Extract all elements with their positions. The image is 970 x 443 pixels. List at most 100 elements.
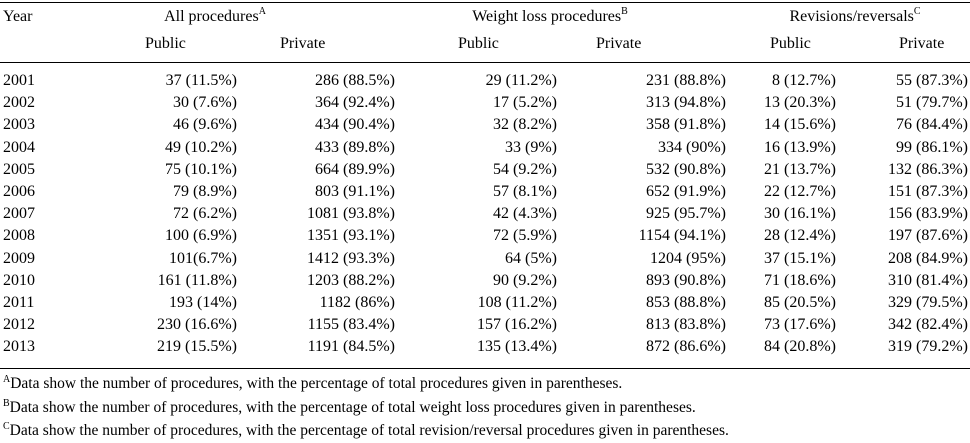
row-year: 2013 xyxy=(3,338,35,356)
table-cell: 1351 (93.1%) xyxy=(307,227,395,245)
table-row: 2003 46 (9.6%) 434 (90.4%) 32 (8.2%) 358 (91… xyxy=(0,114,970,136)
group-note-mark: A xyxy=(258,5,266,17)
table-cell: 72 (5.9%) xyxy=(493,227,557,245)
table-cell: 1155 (83.4%) xyxy=(307,316,395,334)
table-cell: 193 (14%) xyxy=(169,294,237,311)
table-cell: 14 (15.6%) xyxy=(764,116,836,134)
table-cell: 79 (8.9%) xyxy=(173,183,237,200)
header-rule xyxy=(0,62,970,63)
table-cell: 64 (5%) xyxy=(505,249,557,267)
table-cell: 872 (86.6%) xyxy=(646,338,726,356)
table-cell: 42 (4.3%) xyxy=(493,205,557,223)
footnote-text: Data show the number of procedures, with… xyxy=(10,375,623,392)
footnote-text: Data show the number of procedures, with… xyxy=(9,399,696,416)
table-cell: 358 (91.8%) xyxy=(646,116,726,134)
table-cell: 13 (20.3%) xyxy=(764,94,836,112)
table-cell: 22 (12.7%) xyxy=(764,183,836,200)
table-cell: 925 (95.7%) xyxy=(646,205,726,223)
subheader-public-all: Public xyxy=(145,35,186,52)
table-cell: 313 (94.8%) xyxy=(646,94,726,112)
footnote-mark: A xyxy=(3,373,11,385)
table-cell: 329 (79.5%) xyxy=(888,294,968,311)
table-cell: 319 (79.2%) xyxy=(888,338,968,356)
footnote-text: Data show the number of procedures, with… xyxy=(9,422,729,439)
footnote-b: BData show the number of procedures, wit… xyxy=(3,398,696,418)
group-label: All procedures xyxy=(164,8,259,25)
table-cell: 57 (8.1%) xyxy=(493,183,557,200)
row-year: 2012 xyxy=(3,316,35,334)
footnote-mark: C xyxy=(3,420,10,432)
table-cell: 37 (15.1%) xyxy=(764,249,836,267)
table-cell: 1204 (95%) xyxy=(650,249,726,267)
table-cell: 1182 (86%) xyxy=(319,294,395,311)
table-cell: 803 (91.1%) xyxy=(315,183,395,200)
table-cell: 16 (13.9%) xyxy=(764,138,836,156)
table-cell: 230 (16.6%) xyxy=(157,316,237,334)
group-note-mark: C xyxy=(913,5,921,17)
table-cell: 32 (8.2%) xyxy=(493,116,557,134)
table-cell: 54 (9.2%) xyxy=(493,160,557,178)
table-cell: 813 (83.8%) xyxy=(646,316,726,334)
table-cell: 71 (18.6%) xyxy=(764,271,836,289)
table-row: 2005 75 (10.1%) 664 (89.9%) 54 (9.2%) 532 (9… xyxy=(0,159,970,181)
table-cell: 30 (16.1%) xyxy=(764,205,836,223)
row-year: 2009 xyxy=(3,249,35,267)
table-cell: 72 (6.2%) xyxy=(173,205,237,223)
table-cell: 100 (6.9%) xyxy=(165,227,237,245)
table-cell: 893 (90.8%) xyxy=(646,271,726,289)
table-cell: 219 (15.5%) xyxy=(157,338,237,356)
row-year: 2008 xyxy=(3,227,35,245)
group-note-mark: B xyxy=(621,5,628,17)
table-cell: 1203 (88.2%) xyxy=(307,271,395,289)
table-cell: 51 (79.7%) xyxy=(896,94,968,112)
table-row: 2011 193 (14%) 1182 (86%) 108 (11.2%) 853 (8… xyxy=(0,292,970,314)
table-cell: 532 (90.8%) xyxy=(646,160,726,178)
subheader-public-revisions: Public xyxy=(770,35,811,52)
table-cell: 49 (10.2%) xyxy=(165,138,237,156)
group-header-weight-loss: Weight loss proceduresB xyxy=(420,5,680,26)
table-cell: 151 (87.3%) xyxy=(888,183,968,200)
table-cell: 132 (86.3%) xyxy=(888,160,968,178)
table-row: 2008 100 (6.9%) 1351 (93.1%) 72 (5.9%) 1154 … xyxy=(0,225,970,247)
table-cell: 21 (13.7%) xyxy=(764,160,836,178)
group-header-all-procedures: All proceduresA xyxy=(110,5,320,26)
year-header: Year xyxy=(3,8,33,25)
table-top-rule xyxy=(0,2,970,3)
table-cell: 342 (82.4%) xyxy=(888,316,968,334)
table-cell: 157 (16.2%) xyxy=(477,316,557,334)
group-label: Revisions/reversals xyxy=(789,8,914,25)
table-cell: 108 (11.2%) xyxy=(477,294,557,311)
table-row: 2001 37 (11.5%) 286 (88.5%) 29 (11.2%) 231 (… xyxy=(0,70,970,92)
table-bottom-rule xyxy=(0,368,970,369)
subheader-private-revisions: Private xyxy=(899,35,945,52)
row-year: 2001 xyxy=(3,72,35,89)
footnote-a: AData show the number of procedures, wit… xyxy=(3,374,622,394)
table-cell: 135 (13.4%) xyxy=(477,338,557,356)
table-cell: 46 (9.6%) xyxy=(173,116,237,134)
table-cell: 84 (20.8%) xyxy=(764,338,836,356)
table-cell: 652 (91.9%) xyxy=(646,183,726,200)
subheader-public-weight: Public xyxy=(458,35,499,52)
row-year: 2002 xyxy=(3,94,35,112)
table-cell: 17 (5.2%) xyxy=(493,94,557,112)
table-cell: 156 (83.9%) xyxy=(888,205,968,223)
table-cell: 73 (17.6%) xyxy=(764,316,836,334)
table-cell: 28 (12.4%) xyxy=(764,227,836,245)
subheader-private-weight: Private xyxy=(596,35,642,52)
row-year: 2004 xyxy=(3,138,35,156)
table-row: 2006 79 (8.9%) 803 (91.1%) 57 (8.1%) 652 (91… xyxy=(0,181,970,203)
subheader-private-all: Private xyxy=(280,35,326,52)
group-header-revisions: Revisions/reversalsC xyxy=(740,5,970,26)
row-year: 2010 xyxy=(3,271,35,289)
table-row: 2007 72 (6.2%) 1081 (93.8%) 42 (4.3%) 925 (9… xyxy=(0,203,970,225)
table-cell: 90 (9.2%) xyxy=(493,271,557,289)
row-year: 2005 xyxy=(3,160,35,178)
table-cell: 37 (11.5%) xyxy=(165,72,237,89)
table-cell: 76 (84.4%) xyxy=(896,116,968,134)
table-row: 2002 30 (7.6%) 364 (92.4%) 17 (5.2%) 313 (94… xyxy=(0,92,970,114)
table-cell: 664 (89.9%) xyxy=(315,160,395,178)
table-cell: 1191 (84.5%) xyxy=(307,338,395,356)
table-cell: 197 (87.6%) xyxy=(888,227,968,245)
footnote-c: CData show the number of procedures, wit… xyxy=(3,421,729,441)
